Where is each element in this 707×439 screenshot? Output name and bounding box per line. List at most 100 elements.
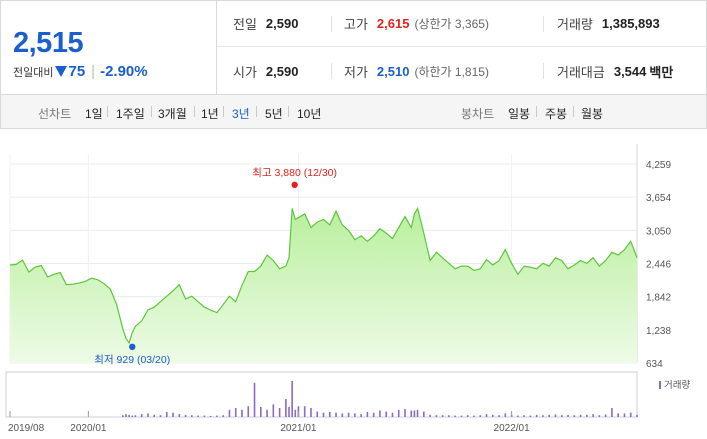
tab-separator (194, 106, 195, 117)
volume-cell: 거래량 1,385,893 (557, 1, 660, 47)
volume-bar (347, 412, 350, 417)
tab-separator (223, 106, 224, 117)
volume-bar (573, 415, 576, 417)
volume-legend: 거래량 (664, 379, 690, 391)
volume-bar (379, 410, 381, 417)
volume-bar (473, 415, 475, 417)
tab-separator (256, 106, 257, 117)
volume-bar (598, 415, 601, 417)
y-tick-label: 4,259 (646, 160, 671, 171)
tab-separator (288, 106, 289, 117)
volume-bar (335, 412, 337, 417)
tab-5-year[interactable]: 5년 (265, 107, 283, 121)
volume-bar (554, 414, 557, 417)
volume-bar (360, 414, 362, 417)
quote-summary: 2,515 전일대비 75 | -2.90% 전일 2,590 고가 2,615… (0, 0, 707, 95)
volume-bar (354, 413, 356, 417)
down-arrow-icon (55, 66, 68, 77)
tab-separator (151, 106, 152, 117)
volume-bar (579, 414, 582, 417)
tab-monthly-candle[interactable]: 월봉 (581, 107, 604, 121)
volume-bar (491, 414, 494, 417)
volume-bar (586, 414, 588, 417)
amount-cell: 거래대금 3,544 백만 (557, 48, 673, 94)
volume-bar (592, 414, 594, 417)
open-value: 2,590 (265, 63, 299, 79)
volume-bar (548, 414, 551, 417)
current-price: 2,515 (13, 27, 84, 59)
volume-bar (122, 415, 124, 417)
volume-bar (498, 415, 500, 417)
volume-bar (159, 415, 162, 417)
tab-10-year[interactable]: 10년 (297, 107, 322, 121)
tab-1-day[interactable]: 1일 (85, 107, 103, 121)
volume-bar (241, 409, 243, 417)
open-cell: 시가 2,590 (233, 48, 298, 94)
tab-1-year[interactable]: 1년 (201, 107, 219, 121)
divider (331, 63, 332, 79)
volume-bar (294, 409, 297, 417)
volume-bar (172, 412, 174, 417)
volume-bar (288, 406, 290, 417)
volume-bar (253, 382, 256, 417)
volume-bar (125, 414, 127, 417)
volume-bar (285, 399, 287, 417)
tab-1-week[interactable]: 1주일 (116, 107, 145, 121)
candle-chart-label: 봉차트 (461, 107, 495, 121)
x-tick-label: 2022/01 (494, 423, 531, 434)
upper-limit: (상한가 3,365) (414, 17, 489, 31)
volume-bar (266, 409, 268, 417)
change-row: 전일대비 75 | -2.90% (13, 63, 148, 80)
volume-bar (134, 415, 137, 417)
change-percent: -2.90% (100, 63, 148, 80)
prev-close-cell: 전일 2,590 (233, 1, 298, 47)
line-chart-label: 선차트 (38, 107, 72, 121)
low-label: 저가 (344, 64, 368, 80)
volume-bar (429, 414, 431, 417)
volume-bar (366, 411, 369, 417)
volume-bar (479, 415, 482, 417)
volume-bar (310, 408, 312, 417)
stats-row-1: 전일 2,590 고가 2,615 (상한가 3,365) 거래량 1,385,… (217, 1, 707, 47)
volume-bar (385, 411, 387, 417)
tab-daily-candle[interactable]: 일봉 (508, 107, 531, 121)
tab-weekly-candle[interactable]: 주봉 (545, 107, 568, 121)
volume-bar (416, 409, 419, 417)
volume-bar (529, 415, 532, 417)
volume-bar (191, 415, 193, 417)
volume-bar (485, 414, 488, 417)
volume-bar (291, 381, 293, 417)
volume-bar (260, 406, 262, 417)
volume-bar (165, 411, 168, 417)
volume-bar (178, 414, 181, 417)
volume-bar (184, 414, 187, 417)
volume-bar (404, 409, 406, 417)
tab-3-month[interactable]: 3개월 (158, 107, 187, 121)
prev-close-label: 전일 (233, 17, 257, 32)
x-tick-label: 2020/01 (70, 423, 107, 434)
y-tick-label: 3,654 (646, 193, 671, 204)
x-tick-label: 2019/08 (8, 423, 45, 434)
volume-bar (209, 415, 212, 417)
volume-bar (372, 412, 375, 417)
volume-bar (303, 406, 306, 417)
volume-bar (435, 415, 438, 417)
y-tick-label: 634 (646, 359, 663, 370)
divider (331, 16, 332, 32)
volume-bar (523, 415, 525, 417)
volume-bar (623, 413, 626, 417)
y-tick-label: 3,050 (646, 226, 671, 237)
volume-bar (247, 406, 250, 417)
high-label: 고가 (344, 17, 368, 32)
tab-3-year[interactable]: 3년 (232, 107, 250, 121)
volume-bar (466, 415, 469, 417)
volume-bar (617, 413, 619, 417)
amount-value: 3,544 (613, 63, 647, 79)
price-area (10, 208, 637, 363)
volume-bar (636, 414, 638, 417)
tab-separator (536, 106, 537, 117)
volume-bar (454, 415, 456, 417)
change-value: 75 (68, 63, 86, 80)
volume-bar (567, 414, 569, 417)
low-annotation: 최저 929 (03/20) (94, 354, 170, 366)
